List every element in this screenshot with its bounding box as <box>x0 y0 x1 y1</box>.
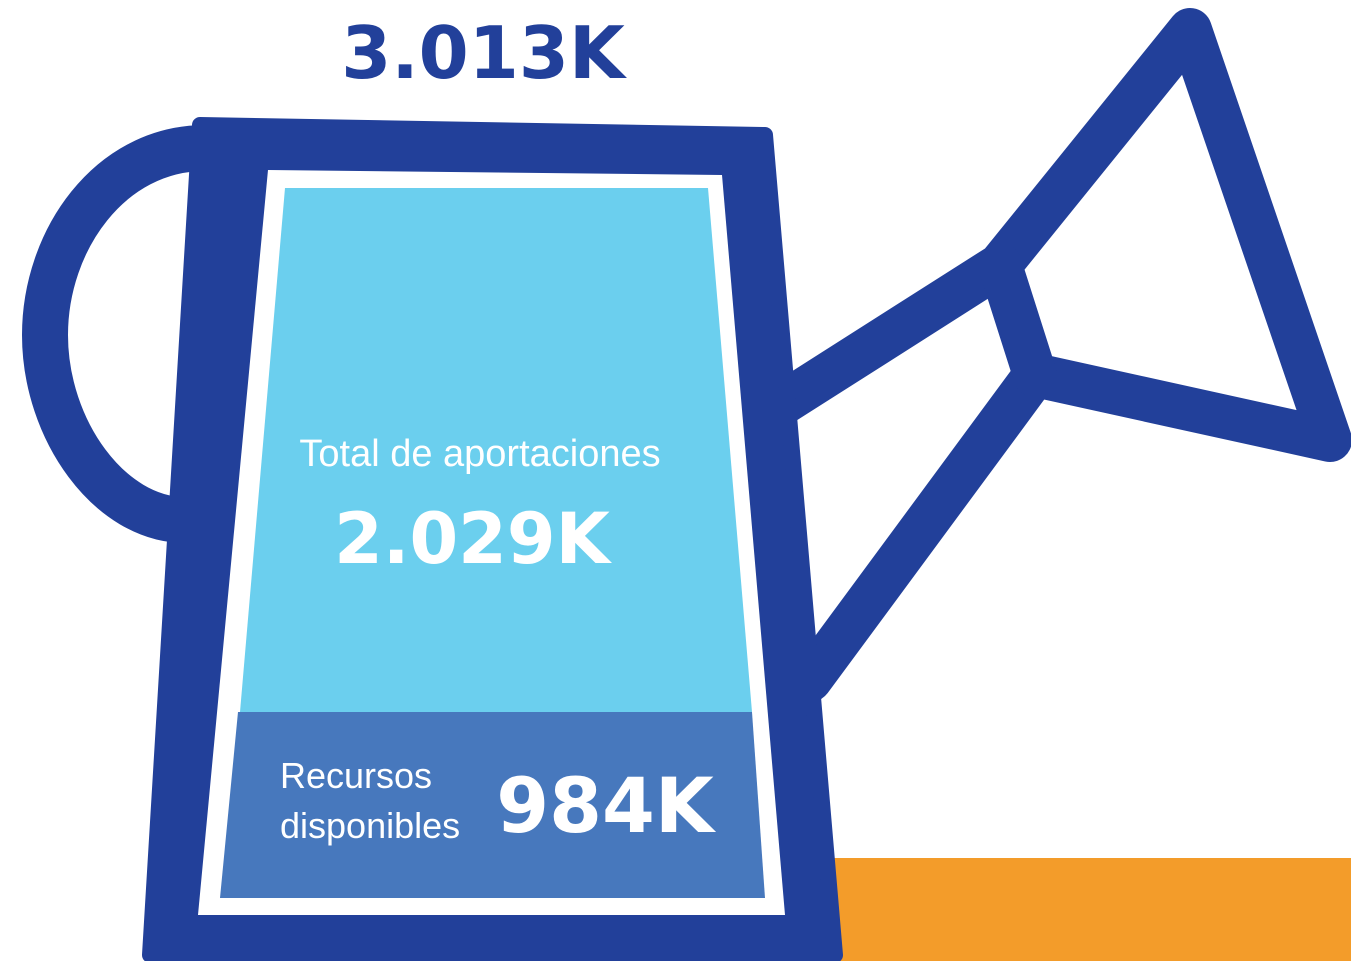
can-handle <box>21 125 248 543</box>
section-label: Total de aportaciones <box>299 433 660 475</box>
contributions-area <box>240 188 752 712</box>
section-label: disponibles <box>280 805 460 846</box>
section-label: Recursos <box>280 755 432 796</box>
section-value: 2.029K <box>334 498 612 580</box>
resources-area <box>220 712 765 898</box>
can-spout <box>758 8 1351 702</box>
section-value: 984K <box>496 761 717 850</box>
total-value: 3.013K <box>341 11 627 95</box>
